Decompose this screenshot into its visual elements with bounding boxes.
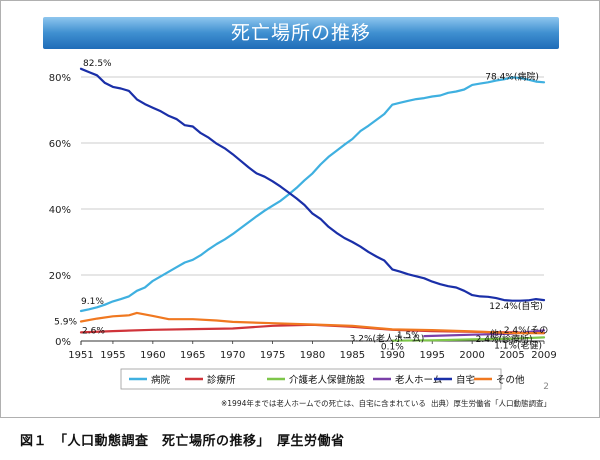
data-label: 2.6% bbox=[82, 326, 105, 336]
data-label: 1.5% bbox=[397, 331, 420, 341]
x-tick-label: 1980 bbox=[300, 350, 325, 361]
data-label: 他) bbox=[490, 328, 503, 340]
series-lines bbox=[79, 67, 546, 342]
x-tick-label: 1965 bbox=[180, 350, 205, 361]
x-tick-label: 1960 bbox=[140, 350, 165, 361]
x-tick-label: 1955 bbox=[100, 350, 125, 361]
axes: 0% 20% 40% 60% 80% 1951 1955 1960 1965 1970 1975 19… bbox=[49, 73, 557, 361]
legend-label-hospital: 病院 bbox=[151, 374, 171, 386]
y-tick-label: 20% bbox=[49, 271, 71, 282]
slide-number: 2 bbox=[543, 382, 549, 392]
x-tick-label: 1975 bbox=[260, 350, 285, 361]
data-label: 82.5% bbox=[83, 59, 112, 69]
data-label: 9.1% bbox=[81, 297, 104, 307]
series-line-care_facility bbox=[391, 336, 546, 342]
data-label: 1.1%(老健) bbox=[494, 339, 542, 351]
x-tick-label: 2005 bbox=[499, 350, 524, 361]
data-label: 78.4%(病院) bbox=[485, 70, 539, 82]
x-tick-label: 2000 bbox=[459, 350, 484, 361]
data-label: 5.9% bbox=[54, 318, 77, 328]
y-tick-label: 40% bbox=[49, 205, 71, 216]
legend-label-nursing_home: 老人ホーム bbox=[395, 374, 442, 386]
x-tick-label: 1995 bbox=[420, 350, 445, 361]
legend-box bbox=[120, 368, 502, 390]
series-line-home bbox=[79, 67, 546, 302]
y-tick-label: 0% bbox=[55, 337, 71, 348]
chart-title: 死亡場所の推移 bbox=[230, 22, 371, 44]
data-label: 3.2%(老人ホーム) bbox=[350, 332, 425, 344]
x-tick-label: 1990 bbox=[380, 350, 405, 361]
legend-label-care_facility: 介護老人保健施設 bbox=[289, 374, 366, 386]
slide-panel: 死亡場所の推移 0% 20% 40% 60% 80% 1951 1955 1960 1965 19… bbox=[0, 0, 600, 418]
legend: 病院 診療所 介護老人保健施設 老人ホーム 自宅 その他 bbox=[120, 368, 525, 390]
y-tick-label: 60% bbox=[49, 139, 71, 150]
legend-label-other: その他 bbox=[496, 374, 525, 386]
source-note: 出典）厚生労働省「人口動態調査」 bbox=[431, 399, 551, 408]
line-chart: 0% 20% 40% 60% 80% 1951 1955 1960 1965 1970 1975 19… bbox=[49, 59, 557, 390]
x-tick-label: 2009 bbox=[531, 350, 556, 361]
legend-label-home: 自宅 bbox=[456, 374, 475, 386]
data-label: 2.4%(診療所) bbox=[476, 333, 533, 345]
data-label: 12.4%(自宅) bbox=[489, 300, 543, 312]
data-label: 0.1% bbox=[381, 343, 404, 353]
figure-caption: 図１ 「人口動態調査 死亡場所の推移」 厚生労働省 bbox=[20, 434, 345, 449]
series-line-other bbox=[79, 311, 546, 335]
x-tick-label: 1985 bbox=[340, 350, 365, 361]
gridlines bbox=[81, 76, 544, 276]
x-tick-label: 1970 bbox=[220, 350, 245, 361]
x-tick-label: 1951 bbox=[68, 350, 93, 361]
legend-label-clinic: 診療所 bbox=[207, 374, 236, 386]
data-label: 2.4%(その bbox=[504, 325, 548, 336]
footnote: ※1994年までは老人ホームでの死亡は、自宅に含まれている bbox=[221, 399, 426, 408]
series-line-hospital bbox=[79, 76, 546, 313]
data-labels: 82.5% 9.1% 5.9% 2.6% 78.4%(病院) 12.4%(自宅) 3.2%(… bbox=[54, 59, 548, 353]
title-band: 死亡場所の推移 bbox=[43, 17, 559, 49]
y-tick-label: 80% bbox=[49, 73, 71, 84]
